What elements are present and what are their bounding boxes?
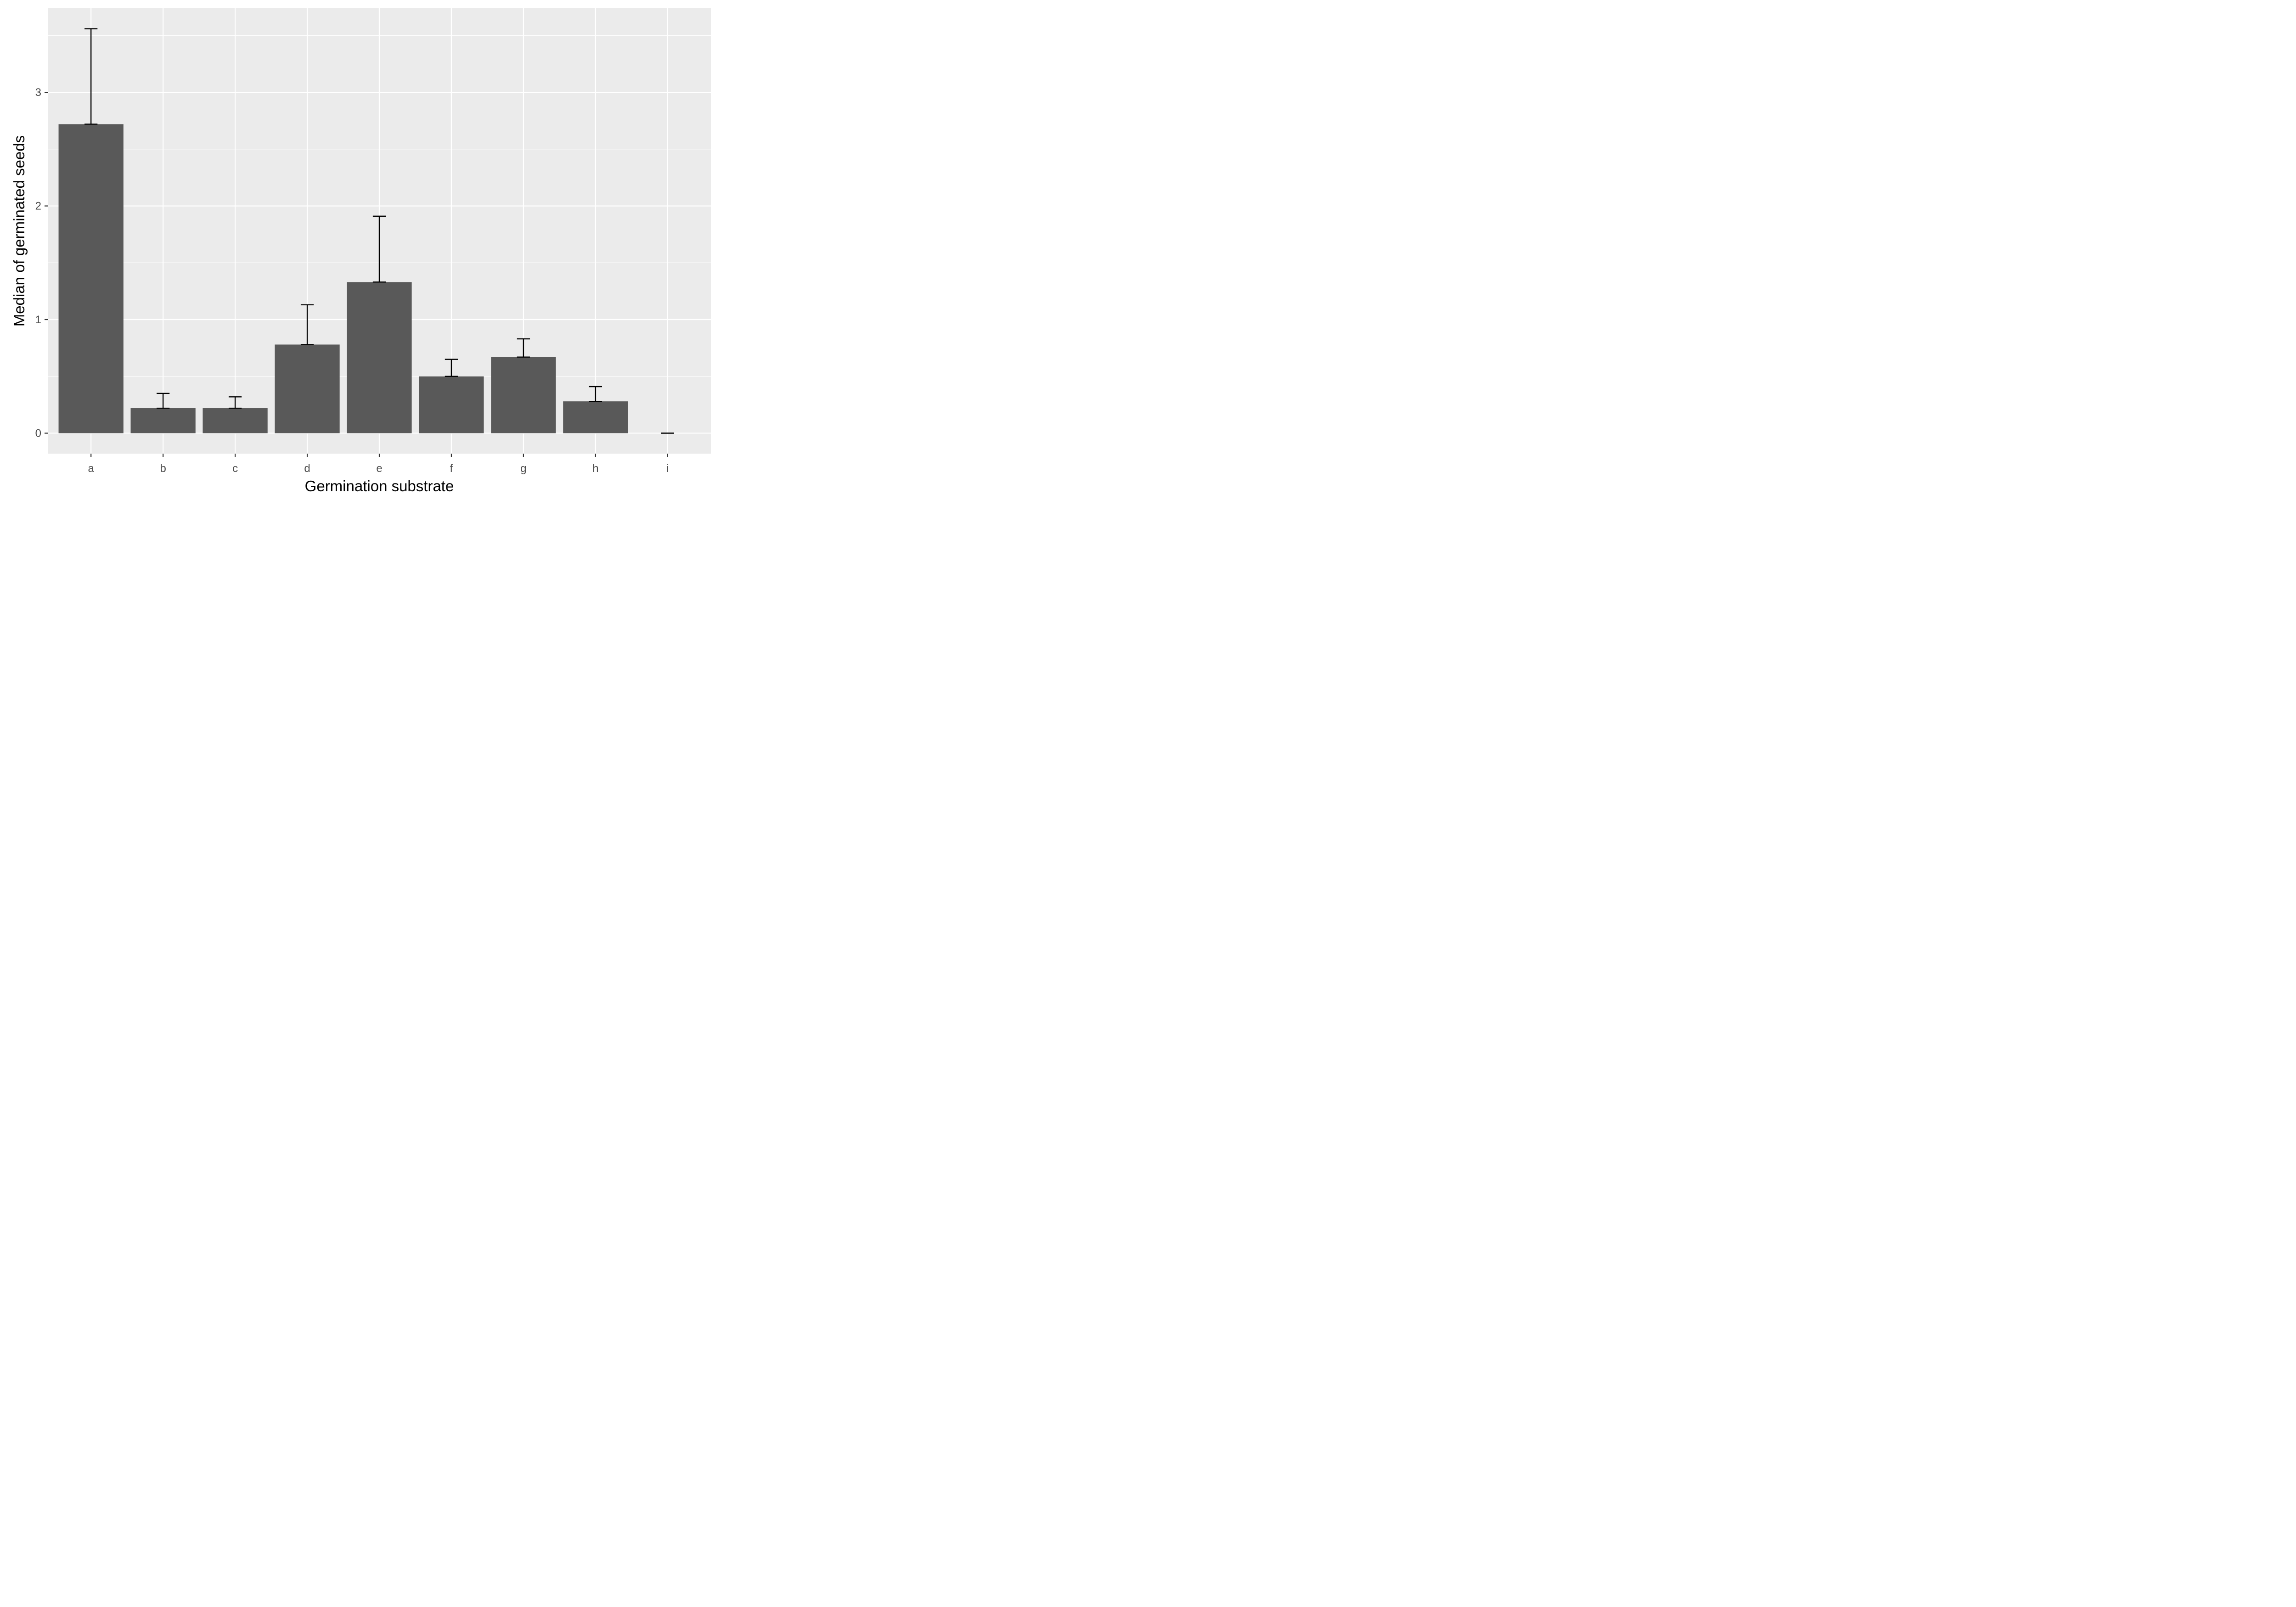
y-tick-label: 2: [35, 200, 41, 213]
y-tick-label: 0: [35, 427, 41, 439]
x-tick-label: a: [88, 462, 94, 475]
bar-g: [491, 357, 556, 433]
error-bar-f: [445, 359, 458, 377]
bar-f: [419, 376, 484, 433]
x-axis-title: Germination substrate: [305, 478, 454, 494]
bar-chart: 0 1 2 3 a b c d e f g h i Germination substrate Med…: [11, 8, 711, 494]
y-tick-label: 3: [35, 86, 41, 99]
bar-b: [130, 408, 196, 433]
error-bar-h: [589, 386, 602, 402]
y-tick-label: 1: [35, 314, 41, 326]
error-bars: [84, 28, 674, 434]
error-bar-e: [372, 215, 386, 283]
x-tick-label: e: [376, 462, 382, 475]
bar-a: [58, 124, 124, 433]
y-axis: 0 1 2 3: [35, 86, 48, 439]
bars: [58, 124, 628, 433]
error-bar-d: [300, 304, 314, 345]
bar-d: [275, 344, 340, 433]
x-axis: a b c d e f g h i: [88, 454, 669, 475]
x-tick-label: h: [592, 462, 598, 475]
x-tick-label: i: [666, 462, 669, 475]
x-tick-label: c: [232, 462, 238, 475]
y-axis-title: Median of germinated seeds: [11, 135, 28, 326]
x-tick-label: g: [520, 462, 526, 475]
error-bar-b: [157, 393, 170, 409]
x-tick-label: b: [160, 462, 166, 475]
bar-h: [563, 401, 628, 433]
x-tick-label: d: [304, 462, 310, 475]
error-bar-a: [84, 28, 98, 125]
bar-e: [347, 282, 412, 433]
error-bar-g: [517, 338, 530, 358]
bar-c: [203, 408, 268, 433]
error-bar-c: [228, 396, 242, 409]
x-tick-label: f: [450, 462, 453, 475]
